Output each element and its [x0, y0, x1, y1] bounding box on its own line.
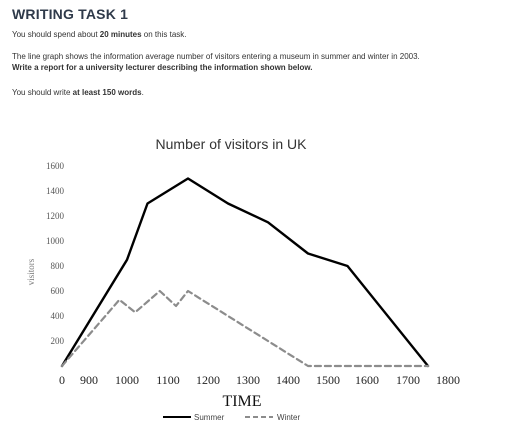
task-time-line: You should spend about 20 minutes on thi…: [12, 29, 502, 40]
line-chart: Number of visitors in UK visitors TIME 2…: [0, 120, 512, 440]
y-tick-label: 1000: [46, 236, 65, 246]
y-tick-label: 1200: [46, 211, 65, 221]
task-time-post: on this task.: [141, 30, 187, 39]
series-layer: [60, 177, 430, 368]
x-tick-label: 1700: [396, 373, 420, 387]
x-tick-label: 1200: [196, 373, 220, 387]
x-axis-ticks: 0 900 1000 1100 1200 1300 1400 1500 1600 1700 1800: [59, 373, 460, 387]
y-tick-label: 400: [51, 311, 65, 321]
x-tick-label: 1300: [236, 373, 260, 387]
chart-title: Number of visitors in UK: [156, 136, 308, 152]
y-axis-ticks: 200 400 600 800 1000 1200 1400 1600: [46, 161, 65, 346]
task-instruction: Write a report for a university lecturer…: [12, 62, 502, 73]
task-word-pre: You should write: [12, 88, 73, 97]
x-tick-label: 900: [80, 373, 98, 387]
series-line-winter: [60, 289, 430, 368]
task-description: The line graph shows the information ave…: [12, 52, 420, 61]
legend: Summer Winter: [163, 413, 300, 422]
y-tick-label: 200: [51, 336, 65, 346]
x-tick-label: 1600: [355, 373, 379, 387]
x-tick-label: 1100: [156, 373, 180, 387]
x-tick-label: 1500: [316, 373, 340, 387]
task-instruction-bold: Write a report for a university lecturer…: [12, 63, 313, 72]
y-tick-label: 1600: [46, 161, 65, 171]
series-line-summer: [60, 177, 430, 368]
task-time-pre: You should spend about: [12, 30, 100, 39]
x-tick-label: 0: [59, 373, 65, 387]
task-instructions: WRITING TASK 1 You should spend about 20…: [12, 6, 502, 98]
chart-svg: Number of visitors in UK visitors TIME 2…: [26, 136, 460, 422]
legend-label-winter: Winter: [277, 413, 300, 422]
x-tick-label: 1000: [115, 373, 139, 387]
x-axis-label: TIME: [222, 393, 261, 410]
task-word-bold: at least 150 words: [72, 88, 142, 97]
x-tick-label: 1800: [436, 373, 460, 387]
y-tick-label: 800: [51, 261, 65, 271]
task-heading: WRITING TASK 1: [12, 6, 129, 22]
x-tick-label: 1400: [276, 373, 300, 387]
task-time-bold: 20 minutes: [99, 30, 142, 39]
y-axis-label: visitors: [26, 258, 36, 285]
task-word-post: .: [141, 88, 144, 97]
y-tick-label: 600: [51, 286, 65, 296]
y-tick-label: 1400: [46, 186, 65, 196]
legend-label-summer: Summer: [194, 413, 225, 422]
task-word-count: You should write at least 150 words.: [12, 87, 502, 98]
